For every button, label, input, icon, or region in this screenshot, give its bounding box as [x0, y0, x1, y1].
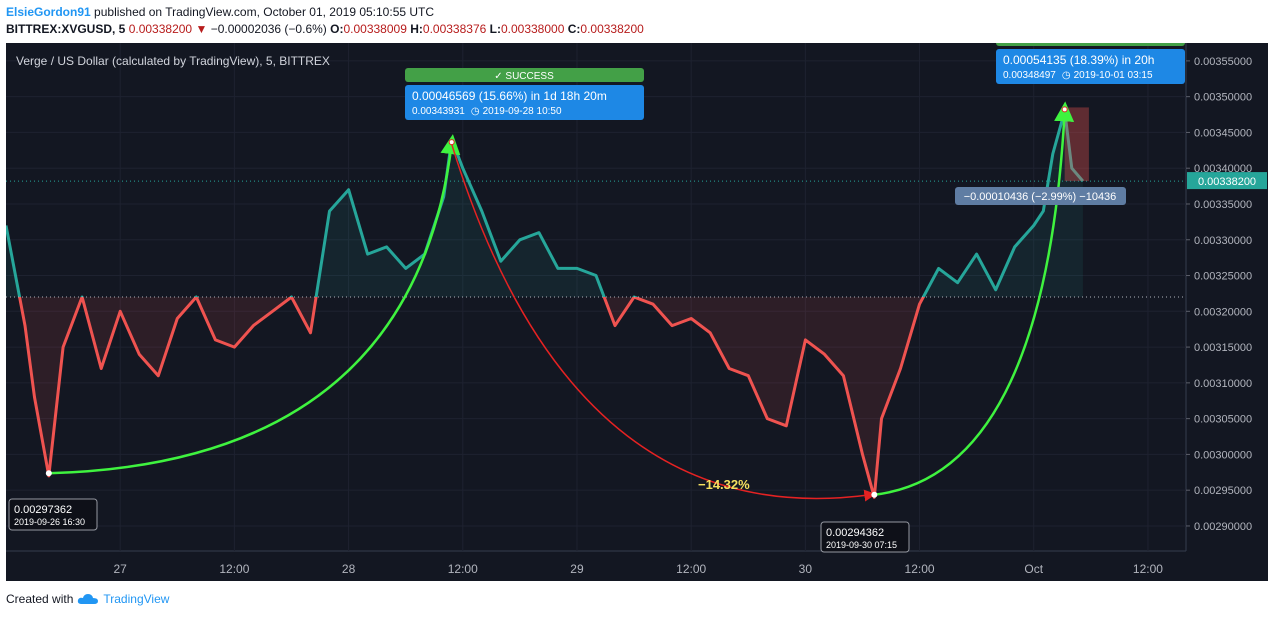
point-label-1-time: 2019-09-26 16:30: [14, 517, 85, 527]
check-icon: ✓: [494, 71, 502, 82]
percent-change-label: −14.32%: [698, 477, 750, 492]
measure-label-1: [405, 85, 644, 120]
publish-line: ElsieGordon91 published on TradingView.c…: [6, 4, 644, 21]
price-tick-label: 0.00330000: [1194, 235, 1252, 247]
success-badge: [405, 68, 644, 82]
chart-title: Verge / US Dollar (calculated by Trading…: [16, 54, 330, 68]
time-tick-label: 12:00: [1133, 562, 1163, 576]
annotation-labels: ✓ SUCCESS 0.00046569 (15.66%) in 1d 18h …: [8, 43, 1185, 553]
area-fill-down: [6, 297, 1083, 498]
time-tick-label: 12:00: [448, 562, 478, 576]
anchor-point: [45, 470, 52, 477]
svg-text:0.00348497◷2019-10-01 03:15: 0.00348497 ◷ 2019-10-01 03:15: [1003, 70, 1153, 81]
close-label: C:: [567, 22, 581, 36]
down-triangle-icon: ▼: [195, 22, 208, 36]
area-fill-up: [6, 111, 1083, 297]
price-tick-label: 0.00295000: [1194, 485, 1252, 497]
time-tick-label: 12:00: [676, 562, 706, 576]
price-axis[interactable]: 0.00290000 0.00295000 0.00300000 0.00305000…: [1186, 56, 1252, 533]
point-label-1-price: 0.00297362: [14, 504, 72, 516]
ohlc-line: BITTREX:XVGUSD, 5 0.00338200 ▼ −0.000020…: [6, 21, 644, 38]
symbol-label: BITTREX:XVGUSD, 5: [6, 22, 126, 36]
open-label: O:: [330, 22, 344, 36]
time-tick-label: Oct: [1024, 562, 1043, 576]
price-tick-label: 0.00300000: [1194, 449, 1252, 461]
open-value: 0.00338009: [343, 22, 407, 36]
published-text: published on TradingView.com, October 01…: [94, 5, 435, 19]
measure-label-1-price: 0.00343931: [412, 106, 465, 117]
time-tick-label: 29: [570, 562, 584, 576]
price-tick-label: 0.00355000: [1194, 56, 1252, 68]
chart-header: ElsieGordon91 published on TradingView.c…: [6, 4, 644, 38]
point-label-2-price: 0.00294362: [826, 527, 884, 539]
point-label-1: [8, 498, 98, 531]
measure-label-2: [996, 49, 1185, 84]
time-tick-label: 27: [114, 562, 128, 576]
time-tick-label: 12:00: [219, 562, 249, 576]
price-tick-label: 0.00325000: [1194, 271, 1252, 283]
point-label-2-time: 2019-09-30 07:15: [826, 540, 897, 550]
clock-icon: ◷: [1062, 70, 1071, 81]
anchor-point: [1061, 106, 1068, 113]
measure-label-3: [955, 187, 1126, 205]
measure-label-2-time: 2019-10-01 03:15: [1074, 70, 1153, 81]
measure-label-2-text: 0.00054135 (18.39%) in 20h: [1003, 53, 1154, 67]
price-tick-label: 0.00310000: [1194, 378, 1252, 390]
time-axis[interactable]: 27 12:00 28 12:00 29 12:00 30 12:00 Oct 12:00: [114, 562, 1164, 576]
rise-arrow-1: [48, 134, 461, 475]
footer: Created with TradingView: [6, 592, 169, 606]
tradingview-link[interactable]: TradingView: [103, 592, 170, 606]
price-tick-label: 0.00320000: [1194, 306, 1252, 318]
close-value: 0.00338200: [580, 22, 644, 36]
measure-label-1-text: 0.00046569 (15.66%) in 1d 18h 20m: [412, 89, 607, 103]
fall-arrow: [450, 143, 877, 502]
success-badge-2: [996, 43, 1185, 46]
measure-box: [1064, 107, 1089, 182]
time-tick-label: 28: [342, 562, 356, 576]
high-value: 0.00338376: [422, 22, 487, 36]
time-tick-label: 12:00: [905, 562, 935, 576]
price-tick-label: 0.00290000: [1194, 521, 1252, 533]
series-line-up: [6, 109, 1085, 297]
measure-label-2-price: 0.00348497: [1003, 70, 1056, 81]
low-value: 0.00338000: [500, 22, 565, 36]
price-tick-label: 0.00305000: [1194, 414, 1252, 426]
last-price: 0.00338200: [128, 22, 193, 36]
change-value: −0.00002036 (−0.6%): [210, 22, 327, 36]
clock-icon: ◷: [471, 106, 480, 117]
point-label-2: [820, 521, 910, 553]
high-label: H:: [410, 22, 423, 36]
low-label: L:: [489, 22, 501, 36]
price-tick-label: 0.00350000: [1194, 92, 1252, 104]
price-tick-label: 0.00335000: [1194, 199, 1252, 211]
anchor-point: [448, 139, 455, 146]
measure-label-3-text: −0.00010436 (−2.99%) −10436: [964, 191, 1117, 203]
current-price-label: 0.00338200: [1198, 176, 1256, 188]
tradingview-cloud-icon: [78, 594, 99, 604]
current-price-tag: 0.00338200: [1187, 172, 1267, 190]
created-with-text: Created with: [6, 592, 74, 606]
svg-text:0.00343931◷2019-09-28 10:50: 0.00343931 ◷ 2019-09-28 10:50: [412, 106, 562, 117]
price-chart[interactable]: 0.00290000 0.00295000 0.00300000 0.00305000…: [6, 43, 1268, 581]
price-tick-label: 0.00315000: [1194, 342, 1252, 354]
author-link[interactable]: ElsieGordon91: [6, 5, 91, 19]
anchor-point: [871, 491, 878, 498]
success-text: ✓ SUCCESS: [494, 71, 554, 82]
series-line-down: [18, 297, 926, 499]
measure-label-1-time: 2019-09-28 10:50: [483, 106, 562, 117]
series-layer: [6, 109, 1186, 499]
price-tick-label: 0.00345000: [1194, 127, 1252, 139]
time-tick-label: 30: [799, 562, 813, 576]
